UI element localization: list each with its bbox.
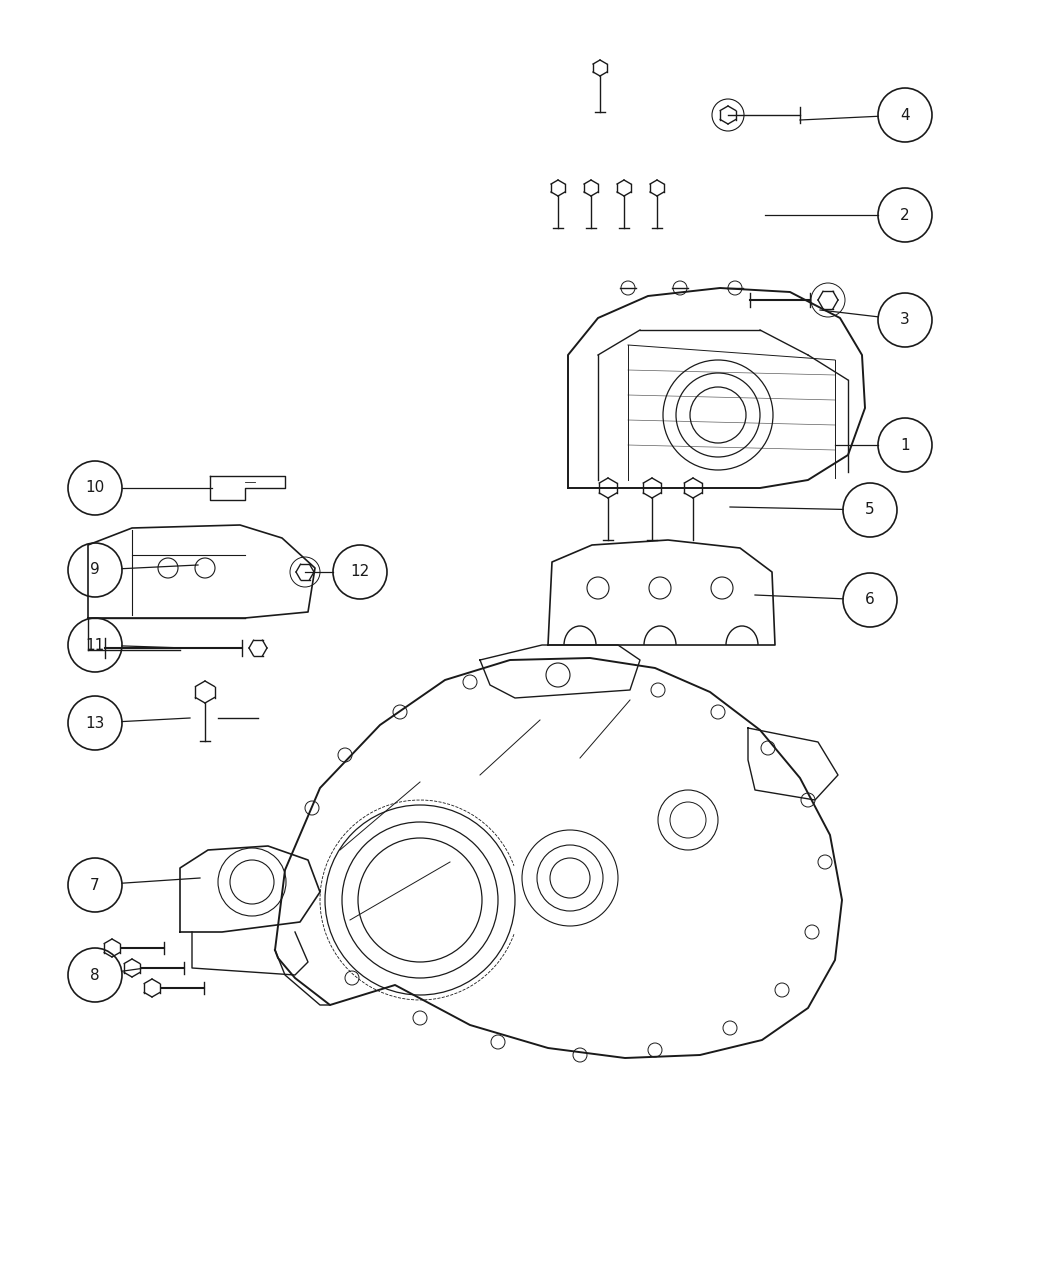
Text: 13: 13 — [85, 715, 105, 731]
Text: 9: 9 — [90, 562, 100, 578]
Text: 1: 1 — [900, 437, 909, 453]
Text: 2: 2 — [900, 208, 909, 223]
Text: 8: 8 — [90, 968, 100, 983]
Text: 12: 12 — [351, 565, 370, 580]
Text: 3: 3 — [900, 312, 910, 328]
Text: 5: 5 — [865, 502, 875, 518]
Text: 7: 7 — [90, 877, 100, 892]
Text: 4: 4 — [900, 107, 909, 122]
Text: 10: 10 — [85, 481, 105, 496]
Text: 6: 6 — [865, 593, 875, 607]
Text: 11: 11 — [85, 638, 105, 653]
